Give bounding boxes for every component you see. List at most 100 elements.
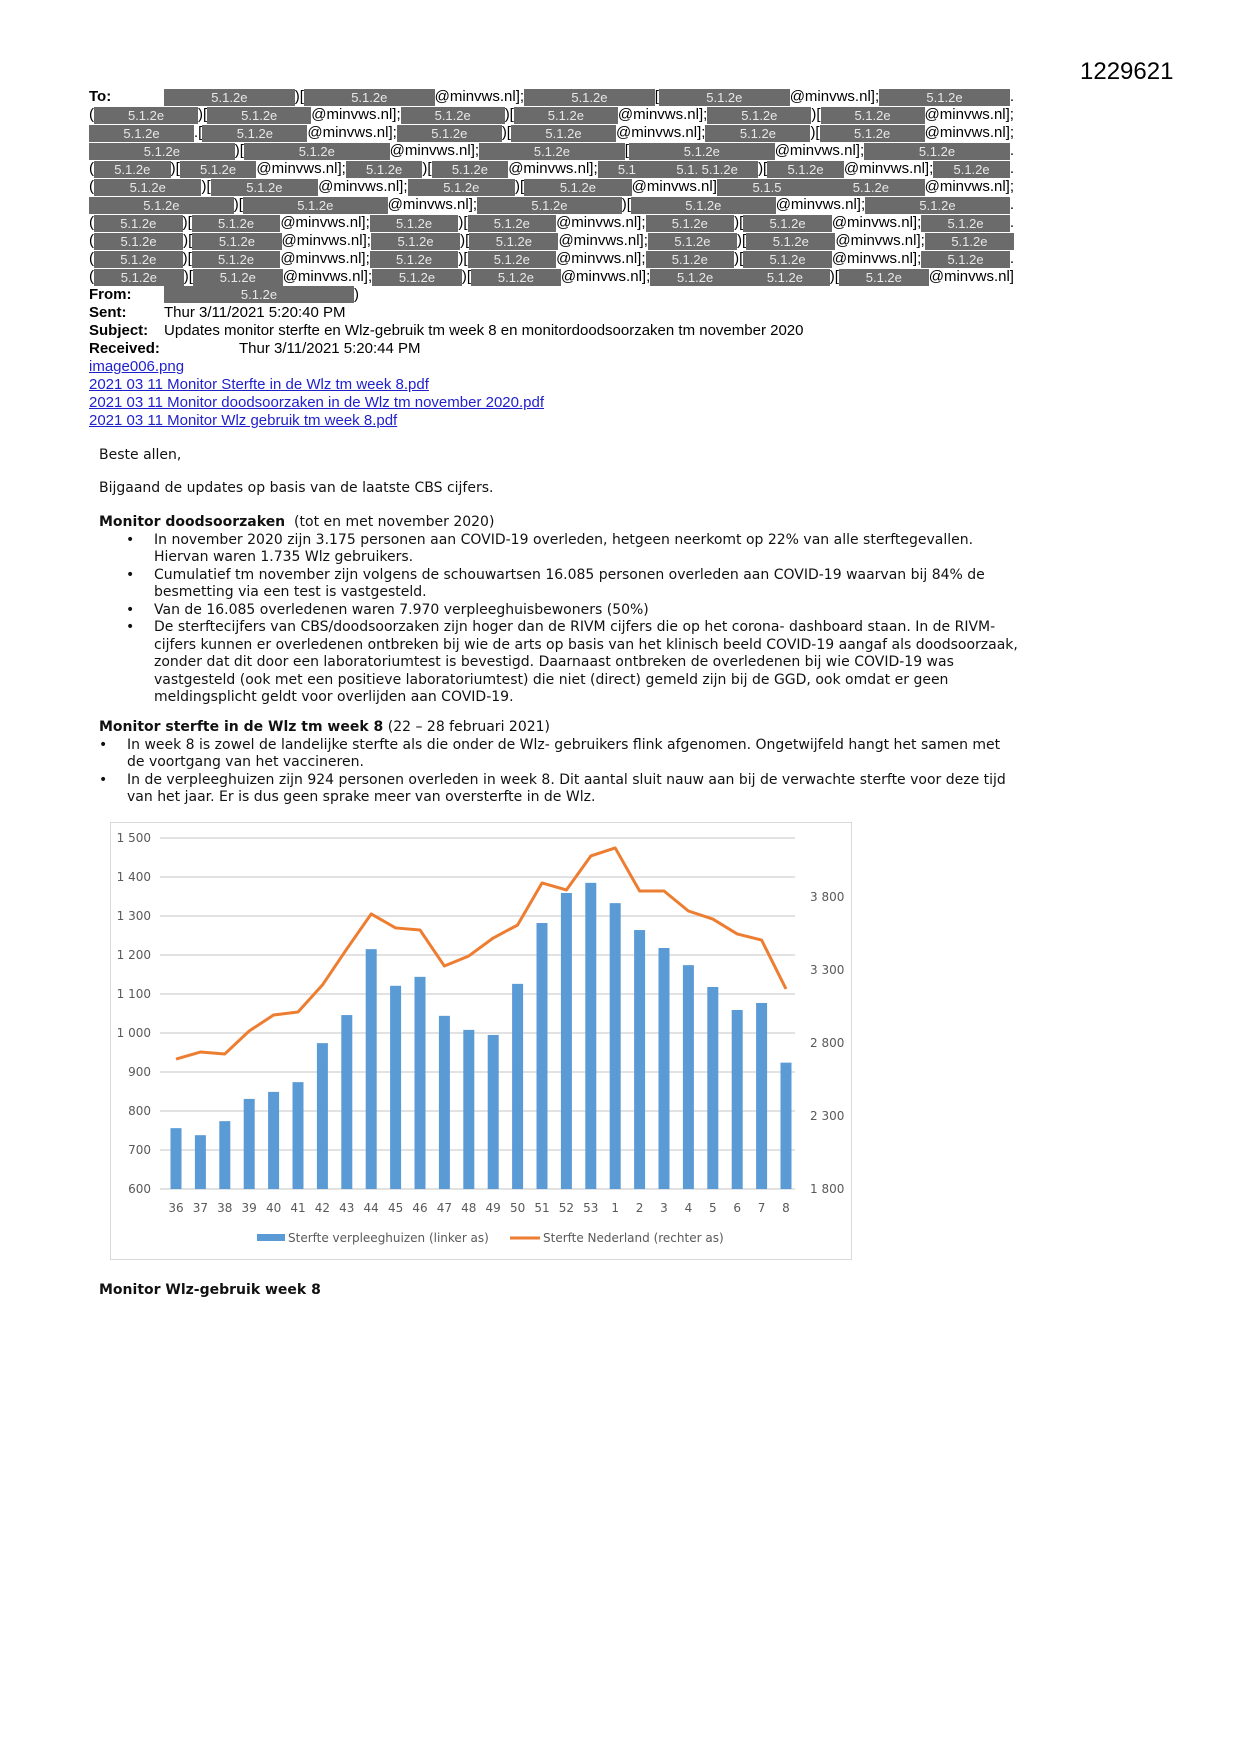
left-axis-tick: 1 000 bbox=[117, 1026, 151, 1040]
separator: )[ bbox=[737, 232, 747, 249]
separator: )[ bbox=[182, 250, 192, 267]
separator: )[ bbox=[170, 160, 180, 177]
redacted-block: 5.1.2e bbox=[191, 250, 281, 268]
separator: ( bbox=[89, 268, 94, 285]
bar bbox=[341, 1015, 353, 1189]
x-axis-tick: 7 bbox=[758, 1201, 766, 1215]
left-axis-tick: 900 bbox=[128, 1065, 151, 1079]
x-axis-tick: 3 bbox=[660, 1201, 668, 1215]
separator: )[ bbox=[810, 124, 820, 141]
recipient-domain: @minvws.nl]; bbox=[508, 160, 598, 177]
left-axis-tick: 1 500 bbox=[117, 831, 151, 845]
from-row: From: 5.1.2e) bbox=[89, 286, 359, 304]
separator: ( bbox=[89, 214, 94, 231]
separator: )[ bbox=[458, 250, 468, 267]
redacted-block: 5.1.2e bbox=[740, 268, 830, 286]
separator: ( bbox=[89, 250, 94, 267]
x-axis-tick: 8 bbox=[782, 1201, 790, 1215]
redacted-block: 5.1.2e bbox=[647, 232, 738, 250]
right-axis-tick: 2 300 bbox=[810, 1109, 844, 1123]
recipient-domain: @minvws.nl]; bbox=[256, 160, 346, 177]
x-axis-tick: 5 bbox=[709, 1201, 717, 1215]
separator: . bbox=[1009, 142, 1015, 159]
redacted-block: 5.1.2e bbox=[372, 268, 462, 286]
redacted-block: 5.1.2e bbox=[479, 142, 625, 160]
recipient-domain: @minvws.nl] bbox=[631, 178, 717, 195]
separator: )[ bbox=[183, 268, 193, 285]
subject-value: Updates monitor sterfte en Wlz-gebruik t… bbox=[164, 322, 804, 339]
redacted-block: 5.1.2e bbox=[510, 124, 616, 142]
redacted-block: 5.1.2e bbox=[210, 178, 319, 196]
right-axis-tick: 3 800 bbox=[810, 890, 844, 904]
redacted-block: 5.1.5 bbox=[716, 178, 818, 196]
redacted-block: 5.1.2e bbox=[407, 178, 515, 196]
redacted-block: 5.1.2e bbox=[94, 106, 199, 124]
attachment-link[interactable]: image006.png bbox=[89, 358, 185, 375]
redacted-block: 5.1.2e bbox=[524, 88, 655, 106]
redacted-block: 5.1.2e bbox=[89, 196, 234, 214]
x-axis-tick: 53 bbox=[583, 1201, 598, 1215]
redacted-block: 5.1.2e bbox=[94, 214, 183, 232]
redacted-block: 5.1.2e bbox=[743, 214, 832, 232]
redacted-block: 5.1.2e bbox=[192, 268, 283, 286]
bar bbox=[780, 1062, 792, 1189]
sent-value: Thur 3/11/2021 5:20:40 PM bbox=[164, 304, 346, 321]
separator: . bbox=[1009, 250, 1014, 267]
recipient-domain: @minvws.nl]; bbox=[831, 214, 922, 231]
x-axis-tick: 40 bbox=[266, 1201, 281, 1215]
recipient-domain: @minvws.nl]; bbox=[617, 106, 708, 123]
bar bbox=[536, 923, 548, 1189]
separator: . bbox=[1009, 196, 1015, 213]
bar bbox=[390, 985, 402, 1189]
x-axis-tick: 6 bbox=[733, 1201, 741, 1215]
recipient-domain: @minvws.nl]; bbox=[560, 268, 651, 285]
x-axis-tick: 46 bbox=[412, 1201, 427, 1215]
intro-text: Bijgaand de updates op basis van de laat… bbox=[99, 480, 494, 496]
separator: ( bbox=[89, 232, 94, 249]
recipient-row: (5.1.2e)[5.1.2e @minvws.nl]; 5.1.2e)[5.1.2… bbox=[89, 232, 1014, 250]
x-axis-tick: 41 bbox=[290, 1201, 305, 1215]
recipient-domain: @minvws.nl]; bbox=[843, 160, 934, 177]
to-label: To: bbox=[89, 88, 112, 105]
recipient-domain: @minvws.nl]; bbox=[616, 124, 706, 141]
redacted-block: 5.1.2e bbox=[242, 196, 388, 214]
redacted-block: 5.1.2e bbox=[345, 160, 423, 178]
legend-label: Sterfte verpleeghuizen (linker as) bbox=[288, 1231, 489, 1245]
redacted-block: 5.1.2e bbox=[645, 250, 735, 268]
redacted-block: 5.1.2e bbox=[467, 214, 557, 232]
separator: [ bbox=[624, 142, 629, 159]
redacted-block: 5.1.2e bbox=[819, 124, 925, 142]
left-axis-tick: 1 300 bbox=[117, 909, 151, 923]
bar bbox=[243, 1098, 255, 1189]
legend-label: Sterfte Nederland (rechter as) bbox=[543, 1231, 724, 1245]
sent-row: Sent: Thur 3/11/2021 5:20:40 PM bbox=[89, 304, 346, 322]
left-axis-tick: 1 100 bbox=[117, 987, 151, 1001]
legend-bar-swatch bbox=[257, 1234, 285, 1241]
recipient-domain: @minvws.nl]; bbox=[556, 250, 646, 267]
redacted-block: 5.1.2e bbox=[164, 88, 295, 106]
separator: ( bbox=[89, 178, 94, 195]
redacted-block: 5.1.2e bbox=[645, 214, 735, 232]
recipient-domain: @minvws.nl]; bbox=[774, 142, 865, 159]
x-axis-tick: 43 bbox=[339, 1201, 354, 1215]
bullet-item: Van de 16.085 overledenen waren 7.970 ve… bbox=[99, 602, 1019, 620]
recipient-domain: @minvws.nl]; bbox=[280, 214, 370, 231]
recipient-row: (5.1.2e)[5.1.2e @minvws.nl]; 5.1.2e)[5.1.2… bbox=[89, 250, 1014, 268]
recipient-domain: @minvws.nl]; bbox=[389, 142, 480, 159]
bar bbox=[292, 1082, 304, 1189]
x-axis-tick: 45 bbox=[388, 1201, 403, 1215]
attachment-link[interactable]: 2021 03 11 Monitor Wlz gebruik tm week 8… bbox=[89, 412, 398, 429]
redacted-block: 5.1.2e bbox=[89, 142, 235, 160]
bar bbox=[219, 1121, 231, 1189]
recipient-row: 5.1.2e)[5.1.2e @minvws.nl]; 5.1.2e)[5.1.2e… bbox=[89, 196, 1014, 214]
separator: ( bbox=[89, 106, 94, 123]
redacted-block: 5.1.2e bbox=[477, 196, 622, 214]
separator: )[ bbox=[811, 106, 821, 123]
recipient-domain: @minvws.nl]; bbox=[307, 124, 397, 141]
attachment-link[interactable]: 2021 03 11 Monitor Sterfte in de Wlz tm … bbox=[89, 376, 429, 393]
redacted-block: 5.1.2e bbox=[650, 268, 741, 286]
x-axis-tick: 37 bbox=[193, 1201, 208, 1215]
redacted-block: 5.1.2e bbox=[865, 196, 1010, 214]
chart-frame bbox=[110, 822, 852, 1260]
attachment-link[interactable]: 2021 03 11 Monitor doodsoorzaken in de W… bbox=[89, 394, 544, 411]
